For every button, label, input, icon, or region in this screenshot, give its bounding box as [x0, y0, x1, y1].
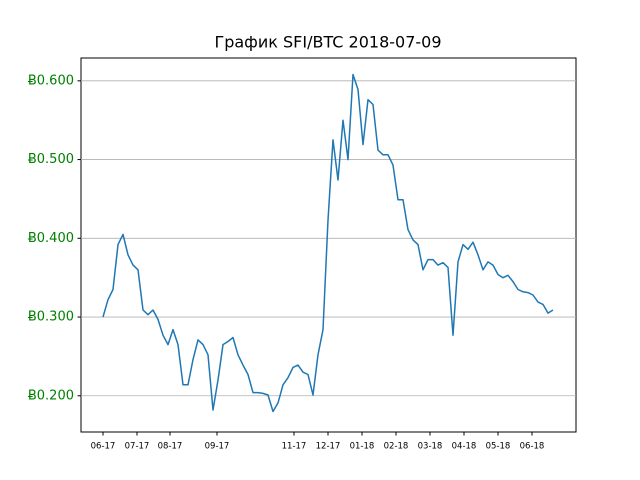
x-tick-label: 02-18: [384, 442, 409, 452]
y-tick-label: Ƀ0.500: [28, 152, 74, 167]
x-tick-label: 01-18: [350, 442, 375, 452]
x-tick-label: 03-18: [418, 442, 443, 452]
y-tick-label: Ƀ0.200: [28, 388, 74, 403]
line-series: [102, 73, 554, 413]
x-tick-label: 05-18: [486, 442, 511, 452]
x-tick-label: 11-17: [282, 442, 307, 452]
chart-title: График SFI/BTC 2018-07-09: [214, 33, 441, 52]
plot-frame: [80, 57, 577, 433]
x-tick-label: 07-17: [125, 442, 150, 452]
x-tick-label: 04-18: [452, 442, 477, 452]
x-tick-label: 09-17: [205, 442, 230, 452]
x-tick-label: 06-18: [520, 442, 545, 452]
x-tick-label: 12-17: [316, 442, 341, 452]
x-tick-label: 06-17: [91, 442, 116, 452]
y-tick-label: Ƀ0.400: [28, 231, 74, 246]
y-tick-label: Ƀ0.300: [28, 310, 74, 325]
y-tick-label: Ƀ0.600: [28, 73, 74, 88]
x-tick-label: 08-17: [158, 442, 183, 452]
